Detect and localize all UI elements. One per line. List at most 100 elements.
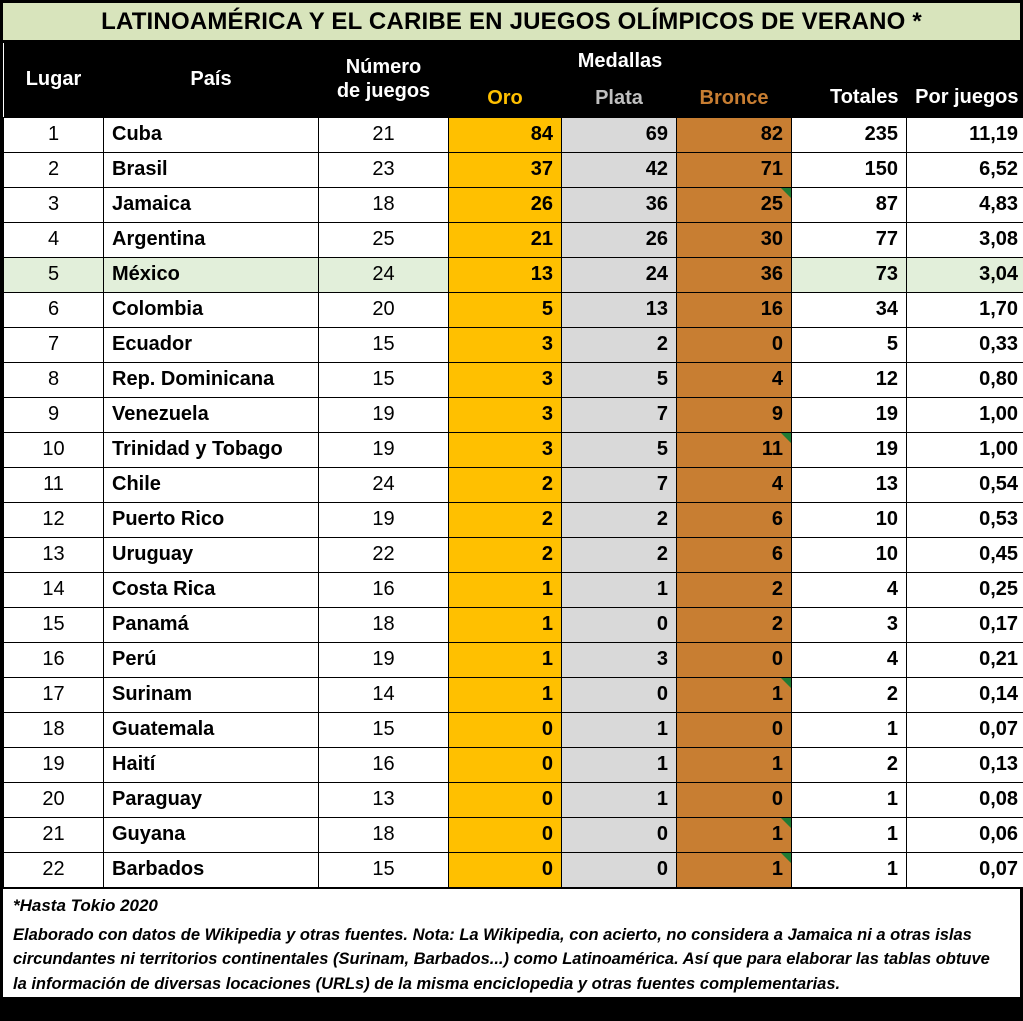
cell-text: 1 <box>656 753 668 775</box>
bronze-cell: 2 <box>675 571 793 608</box>
country-cell: Uruguay <box>103 536 319 573</box>
silver-cell: 2 <box>561 501 677 538</box>
cell-text: 13 <box>372 788 395 810</box>
games-count-cell: 18 <box>318 816 449 853</box>
total-cell: 12 <box>791 361 908 398</box>
table-row: 8 Rep. Dominicana 15 3 5 4 12 0,80 <box>3 361 1023 398</box>
bronze-cell: 1 <box>675 816 793 853</box>
cell-text: 5 <box>47 263 60 285</box>
cell-text: 36 <box>645 193 668 215</box>
silver-cell: 1 <box>561 711 677 748</box>
country-cell: Costa Rica <box>103 571 319 608</box>
per-games-cell: 0,80 <box>906 361 1023 398</box>
cell-text: 11 <box>43 473 64 495</box>
total-cell: 4 <box>791 571 908 608</box>
rank-cell: 5 <box>3 256 104 293</box>
header-totales: Totales <box>791 43 907 117</box>
cell-text: Puerto Rico <box>112 508 225 530</box>
cell-text: 1 <box>656 788 668 810</box>
cell-text: 3 <box>47 193 60 215</box>
cell-text: 3,04 <box>979 263 1019 285</box>
gold-cell: 0 <box>448 816 562 853</box>
cell-text: Colombia <box>112 298 204 320</box>
cell-text: 17 <box>42 683 65 705</box>
cell-text: 2 <box>541 508 553 530</box>
cell-text: 1 <box>771 823 784 845</box>
cell-text: 36 <box>760 263 784 285</box>
cell-text: 30 <box>760 228 784 250</box>
cell-text: 0,06 <box>979 823 1019 845</box>
gold-cell: 13 <box>448 256 562 293</box>
cell-text: 2 <box>771 613 784 635</box>
gold-cell: 5 <box>448 291 562 328</box>
cell-text: 13 <box>530 263 553 285</box>
total-cell: 235 <box>791 116 908 153</box>
cell-text: Barbados <box>112 858 205 880</box>
cell-text: 20 <box>372 298 395 320</box>
cell-text: Trinidad y Tobago <box>112 438 283 460</box>
total-cell: 77 <box>791 221 908 258</box>
cell-text: 15 <box>372 858 395 880</box>
games-count-cell: 15 <box>318 326 449 363</box>
cell-text: 0,80 <box>979 368 1019 390</box>
country-cell: Jamaica <box>103 186 319 223</box>
cell-text: 1 <box>886 858 899 880</box>
per-games-cell: 11,19 <box>906 116 1023 153</box>
bronze-cell: 4 <box>675 466 793 503</box>
per-games-cell: 0,14 <box>906 676 1023 713</box>
games-count-cell: 19 <box>318 641 449 678</box>
cell-text: 1 <box>541 613 553 635</box>
cell-text: 0,07 <box>979 858 1019 880</box>
comment-marker-icon <box>781 818 791 828</box>
gold-cell: 0 <box>448 851 562 888</box>
table-row: 22 Barbados 15 0 0 1 1 0,07 <box>3 851 1023 888</box>
bronze-cell: 0 <box>675 781 793 818</box>
table-row: 15 Panamá 18 1 0 2 3 0,17 <box>3 606 1023 643</box>
per-games-cell: 0,54 <box>906 466 1023 503</box>
cell-text: 2 <box>886 683 899 705</box>
bronze-cell: 0 <box>675 326 793 363</box>
cell-text: 1 <box>541 683 553 705</box>
per-games-cell: 0,08 <box>906 781 1023 818</box>
per-games-cell: 4,83 <box>906 186 1023 223</box>
country-cell: México <box>103 256 319 293</box>
header-numero-de-juegos: Número de juegos <box>318 43 449 117</box>
cell-text: 16 <box>42 648 65 670</box>
cell-text: 2 <box>541 543 553 565</box>
per-games-cell: 6,52 <box>906 151 1023 188</box>
per-games-cell: 1,70 <box>906 291 1023 328</box>
per-games-cell: 3,08 <box>906 221 1023 258</box>
gold-cell: 1 <box>448 606 562 643</box>
cell-text: 20 <box>42 788 65 810</box>
country-cell: Barbados <box>103 851 319 888</box>
cell-text: 0,21 <box>979 648 1019 670</box>
footnotes: *Hasta Tokio 2020 Elaborado con datos de… <box>3 887 1020 998</box>
total-cell: 1 <box>791 851 908 888</box>
cell-text: 21 <box>530 228 553 250</box>
silver-cell: 69 <box>561 116 677 153</box>
cell-text: 2 <box>47 158 60 180</box>
table-row: 6 Colombia 20 5 13 16 34 1,70 <box>3 291 1023 328</box>
bronze-cell: 9 <box>675 396 793 433</box>
silver-cell: 36 <box>561 186 677 223</box>
per-games-cell: 0,13 <box>906 746 1023 783</box>
table-row: 3 Jamaica 18 26 36 25 87 4,83 <box>3 186 1023 223</box>
cell-text: Perú <box>112 648 157 670</box>
cell-text: 0 <box>541 858 553 880</box>
cell-text: 235 <box>864 123 899 145</box>
rank-cell: 17 <box>3 676 104 713</box>
games-count-cell: 15 <box>318 851 449 888</box>
rank-cell: 2 <box>3 151 104 188</box>
total-cell: 1 <box>791 711 908 748</box>
cell-text: 0 <box>771 648 784 670</box>
cell-text: 1 <box>771 858 784 880</box>
cell-text: 19 <box>372 648 395 670</box>
cell-text: 0 <box>541 753 553 775</box>
silver-cell: 1 <box>561 571 677 608</box>
cell-text: 4 <box>886 648 899 670</box>
cell-text: 6 <box>771 508 784 530</box>
rank-cell: 10 <box>3 431 104 468</box>
table-row: 14 Costa Rica 16 1 1 2 4 0,25 <box>3 571 1023 608</box>
cell-text: 0 <box>541 718 553 740</box>
bronze-cell: 6 <box>675 501 793 538</box>
